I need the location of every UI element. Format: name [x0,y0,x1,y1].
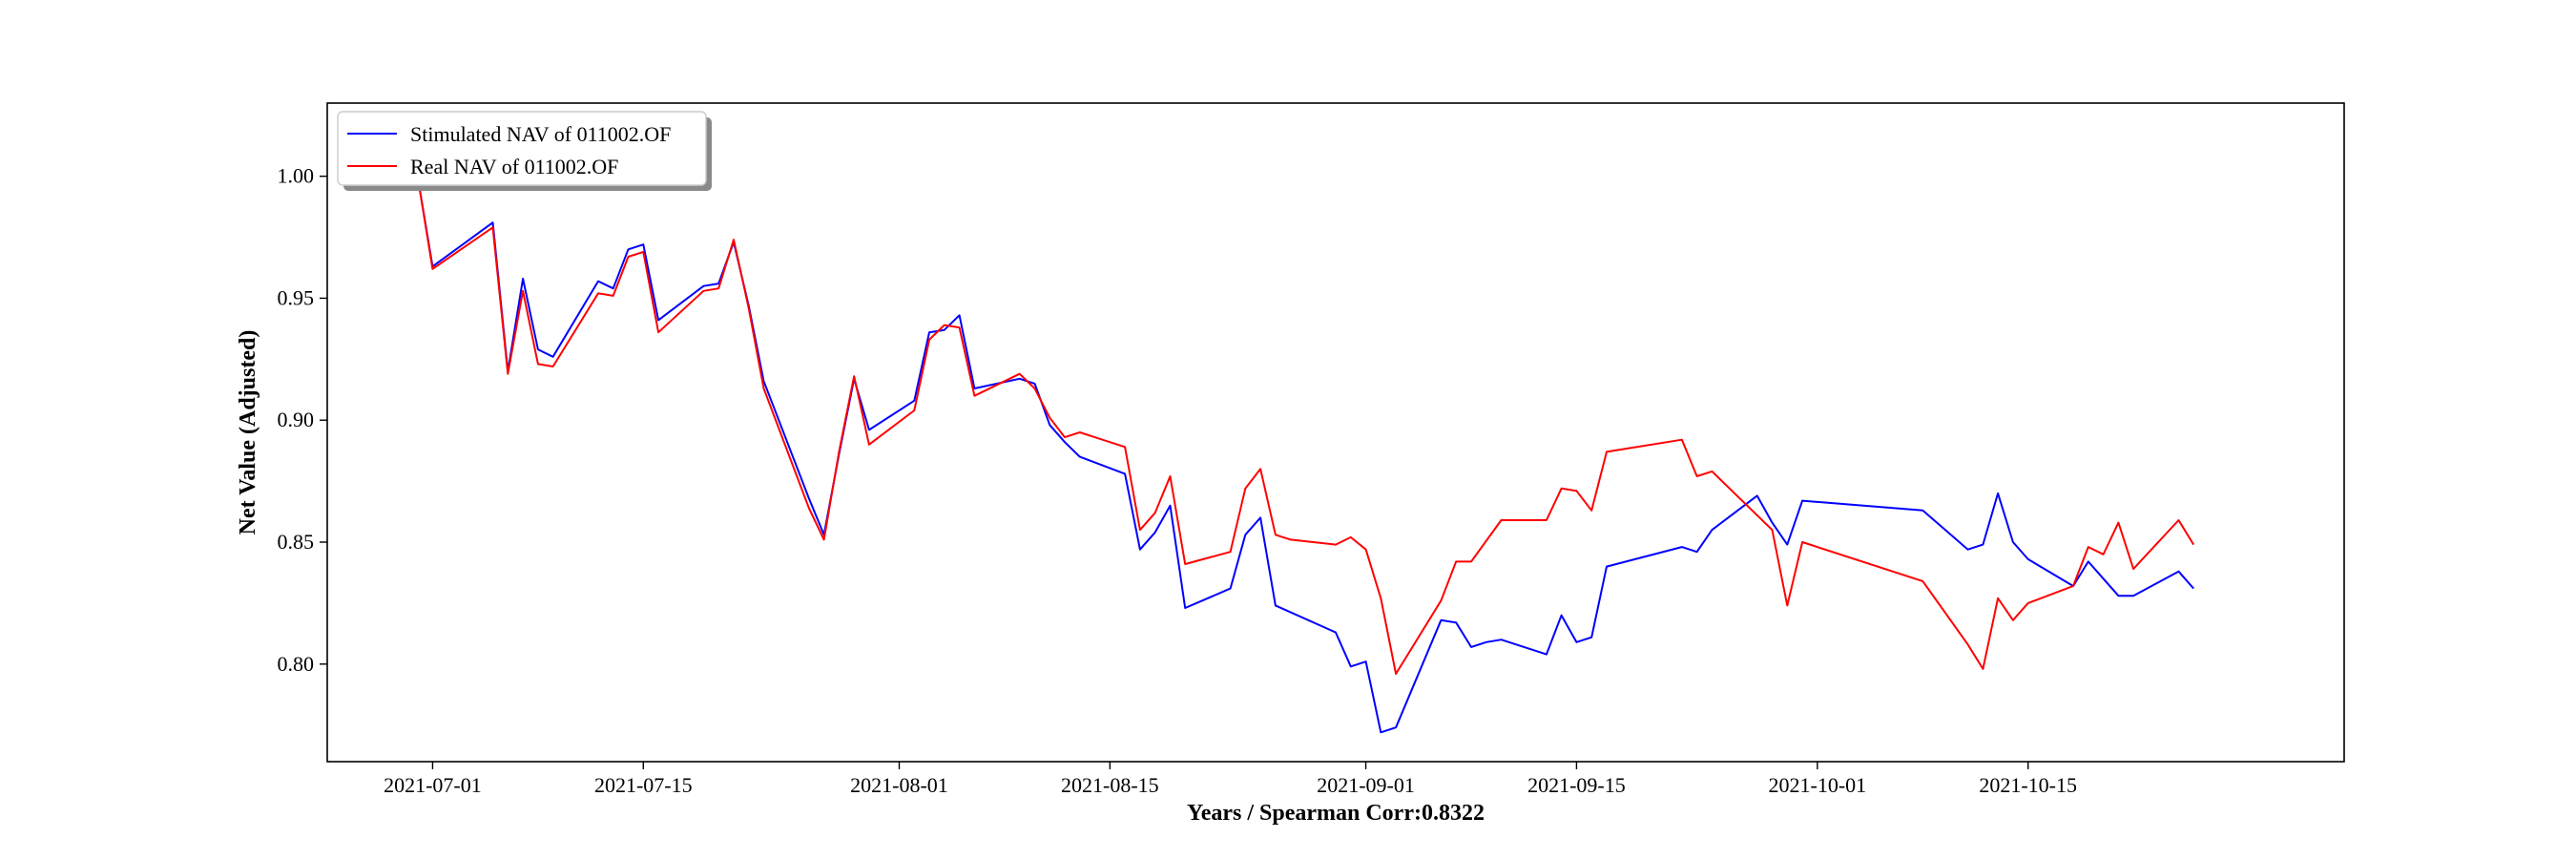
x-tick-label-2021-10-01: 2021-10-01 [1769,773,1867,797]
x-tick-label-2021-07-01: 2021-07-01 [384,773,482,797]
x-tick-label-2021-09-15: 2021-09-15 [1527,773,1626,797]
x-axis-title: Years / Spearman Corr:0.8322 [1187,801,1485,826]
y-axis: 0.80 0.85 0.90 0.95 1.00 [278,164,327,676]
x-tick-label-2021-07-15: 2021-07-15 [594,773,693,797]
legend-label-stimulated-nav: Stimulated NAV of 011002.OF [410,122,671,146]
y-tick-label-0-95: 0.95 [278,285,315,309]
series-layer [416,176,2195,734]
series-line-real-nav [416,176,2195,675]
y-tick-label-0-80: 0.80 [278,652,315,676]
legend-label-real-nav: Real NAV of 011002.OF [410,155,618,178]
y-tick-label-0-85: 0.85 [278,530,315,554]
y-tick-label-0-90: 0.90 [278,408,315,431]
x-tick-label-2021-09-01: 2021-09-01 [1317,773,1415,797]
x-tick-label-2021-10-15: 2021-10-15 [1979,773,2077,797]
series-line-stimulated-nav [416,176,2194,734]
plot-area-frame [326,102,2345,763]
y-axis-title: Net Value (Adjusted) [236,330,260,535]
legend: Stimulated NAV of 011002.OF Real NAV of … [337,111,712,191]
y-tick-label-1-00: 1.00 [278,164,315,188]
x-tick-label-2021-08-01: 2021-08-01 [850,773,948,797]
x-tick-label-2021-08-15: 2021-08-15 [1061,773,1159,797]
x-axis: 2021-07-01 2021-07-15 2021-08-01 2021-08-15… [384,762,2077,797]
legend-box [337,111,707,186]
